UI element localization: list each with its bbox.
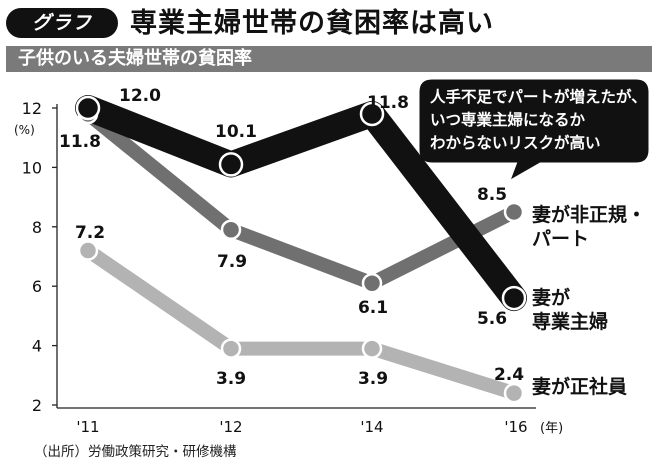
series-name-label: 専業主婦 bbox=[532, 310, 608, 333]
data-label: 5.6 bbox=[477, 309, 507, 329]
y-tick-label: 12 bbox=[22, 99, 42, 118]
data-label: 8.5 bbox=[477, 185, 507, 205]
series-name-label: 妻が bbox=[532, 286, 570, 309]
series-name-label: 妻が非正規・ bbox=[532, 203, 646, 226]
data-point-s1 bbox=[220, 219, 242, 241]
x-tick-label: '14 bbox=[360, 418, 383, 436]
data-point-s0 bbox=[501, 285, 527, 311]
data-point-s0 bbox=[359, 101, 385, 127]
series-line-0 bbox=[75, 95, 527, 312]
data-point-s2 bbox=[220, 338, 242, 359]
data-label: 7.9 bbox=[217, 252, 247, 272]
source-note: （出所）労働政策研究・研修機構 bbox=[34, 444, 237, 460]
data-label: 7.2 bbox=[75, 223, 105, 243]
y-unit-label: (%) bbox=[14, 123, 35, 137]
series-line-2 bbox=[81, 243, 521, 401]
annotation-text: わからないリスクが高い bbox=[430, 133, 601, 152]
page-title: 専業主婦世帯の貧困率は高い bbox=[130, 8, 494, 39]
data-label: 6.1 bbox=[358, 298, 388, 318]
data-point-s0 bbox=[218, 152, 244, 177]
series-line-1 bbox=[81, 106, 521, 291]
series-name-label: 妻が正社員 bbox=[532, 375, 627, 398]
graph-tag: グラフ bbox=[6, 8, 118, 38]
annotation-text: 人手不足でパートが増えたが、 bbox=[430, 87, 647, 106]
data-label: 10.1 bbox=[215, 122, 257, 142]
data-point-s1 bbox=[361, 272, 383, 294]
annotation-text: いつ専業主婦になるか bbox=[430, 110, 586, 129]
x-tick-label: '12 bbox=[219, 418, 242, 436]
data-label: 11.8 bbox=[59, 132, 101, 152]
y-tick-label: 4 bbox=[32, 337, 42, 356]
series-name-label: パート bbox=[532, 228, 589, 250]
data-point-s0 bbox=[75, 95, 101, 121]
data-point-s2 bbox=[77, 240, 99, 261]
annotation-callout bbox=[419, 79, 649, 180]
y-tick-label: 10 bbox=[22, 158, 42, 177]
y-tick-label: 2 bbox=[32, 396, 42, 415]
x-unit-label: (年) bbox=[540, 421, 563, 436]
data-label: 11.8 bbox=[367, 93, 409, 113]
header: グラフ 専業主婦世帯の貧困率は高い bbox=[6, 6, 646, 42]
data-label: 3.9 bbox=[216, 369, 246, 389]
data-label: 12.0 bbox=[119, 86, 161, 106]
x-tick-label: '11 bbox=[76, 418, 99, 436]
chart-subtitle: 子供のいる夫婦世帯の貧困率 bbox=[18, 48, 252, 69]
data-label: 2.4 bbox=[494, 365, 524, 385]
data-point-s2 bbox=[503, 382, 525, 404]
data-label: 3.9 bbox=[358, 369, 388, 389]
x-tick-label: '16 bbox=[504, 418, 527, 436]
data-point-s1 bbox=[503, 201, 525, 223]
y-tick-label: 8 bbox=[32, 218, 42, 237]
subtitle-bar: 子供のいる夫婦世帯の貧困率 bbox=[6, 46, 652, 72]
y-tick-label: 6 bbox=[32, 277, 42, 296]
data-point-s2 bbox=[361, 338, 383, 359]
